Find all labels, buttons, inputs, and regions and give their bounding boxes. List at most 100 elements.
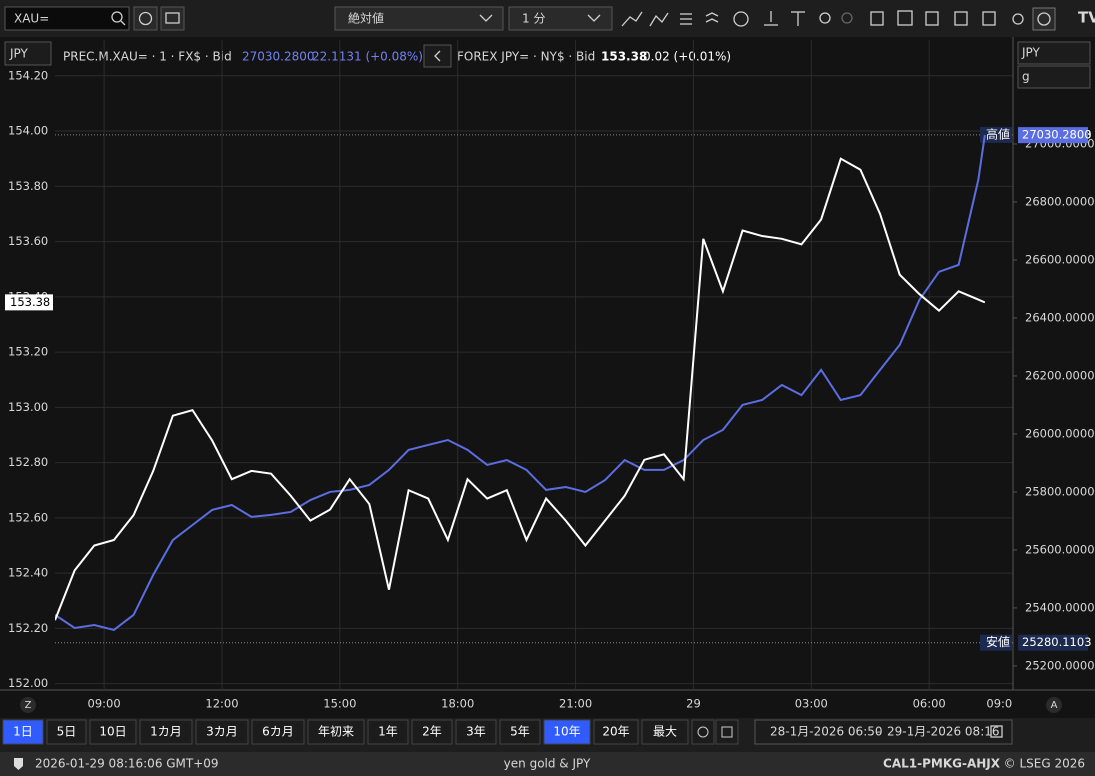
range-button[interactable] (195, 719, 249, 745)
right-currency-dropdown[interactable] (1017, 41, 1091, 65)
settings-icon (697, 726, 709, 738)
current-label: 153.38 (10, 295, 50, 309)
unit-dropdown[interactable] (1017, 65, 1091, 89)
range-button[interactable] (46, 719, 87, 745)
date-to: 29-1月-2026 08:16 (887, 725, 1000, 739)
x-tick-label: 03:00 (795, 697, 828, 711)
range-button-label: 6カ月 (262, 725, 294, 739)
legend-last: 153.38 (601, 50, 647, 64)
chart-panel (0, 37, 1095, 718)
mode-text: 絶対値 (348, 11, 384, 26)
y2-tick-label: 26400.0000 (1025, 310, 1095, 324)
date-from: 28-1月-2026 06:50 (770, 725, 883, 739)
range-button-label: 最大 (653, 725, 677, 739)
search-icon[interactable] (111, 11, 123, 23)
range-button[interactable] (455, 719, 497, 745)
zoom-left-text: Z (25, 700, 32, 711)
status-copy: © LSEG 2026 (1004, 757, 1085, 771)
date-range[interactable] (754, 719, 1013, 745)
y2-tick-label: 25200.0000 (1025, 658, 1095, 672)
range-button[interactable] (499, 719, 541, 745)
mode-dropdown[interactable] (334, 6, 504, 31)
x-tick-label: 15:00 (323, 697, 356, 711)
range-button[interactable] (641, 719, 689, 745)
legend-change: 22.1131 (+0.08%) (312, 50, 423, 64)
current-label: 27030.2800 (1022, 128, 1092, 142)
zoom-right[interactable] (1046, 697, 1062, 713)
open-button[interactable] (160, 6, 185, 31)
search-box[interactable] (4, 6, 130, 31)
x-axis: 09:00 12:00 15:00 18:00 21:00 29 03:00 06:00 09:… (88, 697, 1019, 711)
legend-change: 0.02 (+0.01%) (643, 50, 731, 64)
plot (55, 135, 986, 632)
y-tick-label: 154.20 (8, 68, 48, 82)
series-line (55, 157, 986, 621)
series-line (55, 135, 986, 632)
high-tag: 高値 (986, 126, 1010, 141)
range-button[interactable] (307, 719, 365, 745)
range-button[interactable] (251, 719, 305, 745)
low-value-bg (1018, 634, 1088, 651)
left-currency-dropdown[interactable] (4, 41, 52, 66)
status-name: yen gold & JPY (504, 757, 591, 771)
y2-tick-label: 25600.0000 (1025, 542, 1095, 556)
x-tick-label: 06:00 (913, 697, 946, 711)
range-button-label: 5年 (510, 725, 530, 739)
range-button-label: 年初来 (318, 725, 354, 739)
range-button-label: 10年 (553, 725, 580, 739)
range-button-label: 2年 (422, 725, 442, 739)
status-time: 2026-01-29 08:16:06 GMT+09 (35, 757, 219, 771)
range-button[interactable] (89, 719, 137, 745)
y2-tick-label: 25800.0000 (1025, 484, 1095, 498)
range-button[interactable] (139, 719, 193, 745)
range-button-label: 1年 (378, 725, 398, 739)
range-button[interactable] (593, 719, 639, 745)
layout-button[interactable] (715, 719, 739, 745)
right-unit: g (1022, 70, 1030, 84)
x-tick-label: 18:00 (441, 697, 474, 711)
range-button[interactable] (411, 719, 453, 745)
low-tag-bg (980, 634, 1012, 651)
range-button[interactable] (367, 719, 409, 745)
range-button-label: 10日 (99, 725, 126, 739)
y-tick-label: 153.00 (8, 400, 48, 414)
right-currency: JPY (1021, 46, 1041, 60)
settings-button[interactable] (691, 719, 715, 745)
x-tick-label: 09:00 (88, 697, 121, 711)
range-button-label: 20年 (602, 725, 629, 739)
y-tick-label: 153.60 (8, 234, 48, 248)
y-tick-label: 154.00 (8, 124, 48, 138)
search-text: XAU= (14, 12, 49, 26)
layout-icon (721, 726, 733, 738)
zoom-left[interactable] (20, 697, 36, 713)
y-tick-label: 153.20 (8, 345, 48, 359)
calendar-icon[interactable] (990, 725, 1003, 738)
x-tick-label: 21:00 (559, 697, 592, 711)
low-value: 25280.1103 (1022, 635, 1092, 649)
x-tick-label: 29 (686, 697, 701, 711)
current-tag (1018, 127, 1088, 144)
add-button[interactable] (133, 6, 158, 31)
svg-text:TV: TV (1078, 9, 1095, 27)
legend-last: 27030.2800 (242, 50, 315, 64)
zoom-right-text: A (1051, 700, 1058, 711)
range-button-label: 5日 (57, 725, 77, 739)
toolbar-icons[interactable]: TV (621, 7, 1095, 31)
range-button-label: 3カ月 (206, 725, 238, 739)
x-tick-label: 09:00 (986, 697, 1019, 711)
status-code: CAL1-PMKG-AHJX (883, 757, 1001, 771)
interval-dropdown[interactable] (508, 6, 613, 31)
x-tick-label: 12:00 (205, 697, 238, 711)
current-tag (5, 294, 53, 311)
y2-tick-label: 26000.0000 (1025, 426, 1095, 440)
collapse-button[interactable] (423, 44, 452, 68)
range-button[interactable] (543, 719, 591, 745)
y2-tick-label: 25400.0000 (1025, 600, 1095, 614)
y2-tick-label: 26200.0000 (1025, 368, 1095, 382)
range-button[interactable] (2, 719, 44, 745)
y-tick-label: 153.80 (8, 179, 48, 193)
y-tick-label: 152.80 (8, 455, 48, 469)
interval-text: 1 分 (522, 12, 545, 26)
